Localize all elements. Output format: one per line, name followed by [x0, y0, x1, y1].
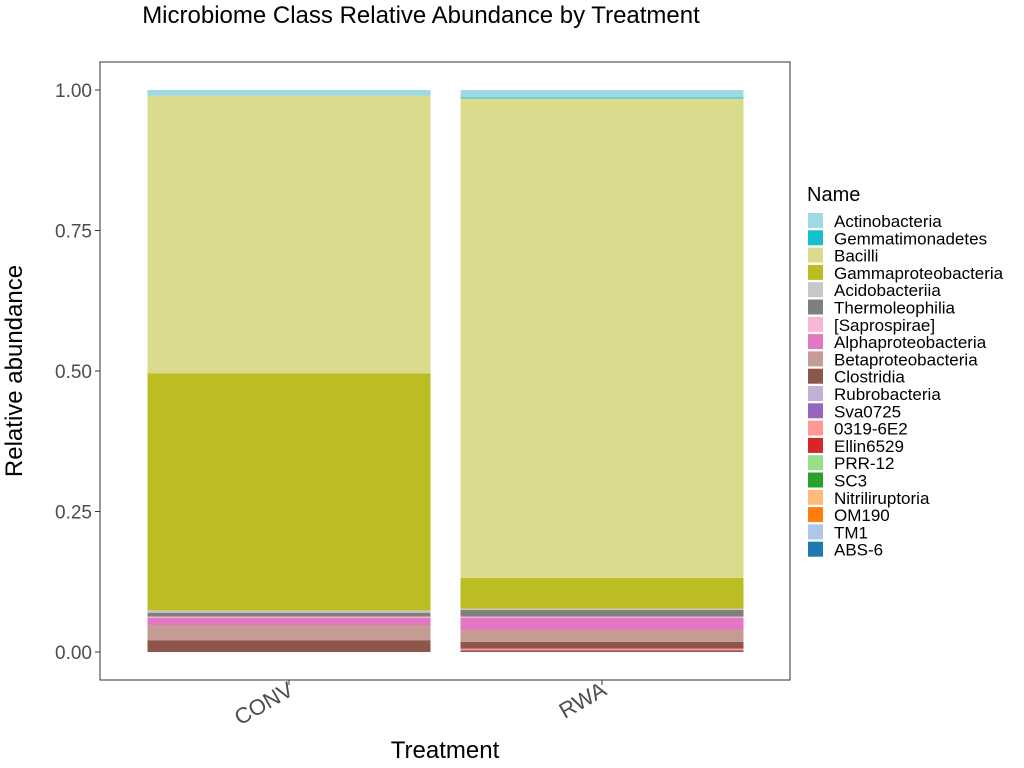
legend-label: Bacilli — [834, 247, 878, 266]
legend-label: Betaproteobacteria — [834, 350, 978, 369]
bar-segment-conv-acidobacteriia — [147, 610, 431, 613]
legend-title: Name — [807, 184, 860, 206]
bar-segment-rwa-gemmatimonadetes — [460, 97, 744, 99]
bar-segment-conv-clostridia — [147, 640, 431, 652]
y-axis-label: Relative abundance — [1, 265, 28, 477]
legend-swatch — [808, 524, 823, 540]
legend-label: Acidobacteriia — [834, 281, 941, 300]
bars-layer — [147, 90, 744, 652]
legend-label: PRR-12 — [834, 454, 894, 473]
legend-label: Alphaproteobacteria — [834, 333, 987, 352]
y-tick-label: 1.00 — [55, 81, 92, 102]
legend-label: Thermoleophilia — [834, 299, 955, 318]
bar-segment-conv-thermoleophilia — [147, 612, 431, 617]
legend-swatch — [808, 282, 823, 298]
y-tick-label: 0.75 — [55, 222, 92, 243]
legend-label: Rubrobacteria — [834, 385, 941, 404]
y-tick-label: 0.00 — [55, 643, 92, 664]
bar-segment-rwa-alphaproteobacteria — [460, 617, 744, 631]
legend-label: 0319-6E2 — [834, 420, 908, 439]
legend-label: [Saprospirae] — [834, 316, 935, 335]
bar-segment-rwa-clostridia — [460, 641, 744, 649]
legend-label: Ellin6529 — [834, 437, 904, 456]
legend-swatch — [808, 264, 823, 280]
legend-swatch — [808, 541, 823, 557]
legend-swatch — [808, 489, 823, 505]
legend-swatch — [808, 455, 823, 471]
legend-label: Clostridia — [834, 368, 905, 387]
legend-swatch — [808, 247, 823, 263]
legend-label: Sva0725 — [834, 402, 901, 421]
legend-swatch — [808, 403, 823, 419]
y-tick-label: 0.50 — [55, 362, 92, 383]
legend-swatch — [808, 368, 823, 384]
bar-segment-conv-alphaproteobacteria — [147, 617, 431, 626]
bar-segment-rwa-gammaproteobacteria — [460, 577, 744, 609]
legend-label: Gemmatimonadetes — [834, 229, 987, 248]
bar-segment-rwa-saprospirae — [460, 616, 744, 618]
y-tick-label: 0.25 — [55, 503, 92, 524]
y-axis: 0.00 0.25 0.50 0.75 1.00 — [55, 81, 100, 664]
x-axis: CONV RWA — [230, 677, 611, 731]
bar-segment-conv-gammaproteobacteria — [147, 373, 431, 611]
legend-swatch — [808, 299, 823, 315]
bar-segment-rwa-actinobacteria — [460, 90, 744, 98]
bar-segment-conv-saprospirae — [147, 616, 431, 618]
legend-label: Actinobacteria — [834, 212, 942, 231]
legend-swatch — [808, 472, 823, 488]
legend-label: SC3 — [834, 472, 867, 491]
legend-swatch — [808, 316, 823, 332]
bar-segment-rwa-abs-6 — [460, 651, 744, 652]
legend-swatch — [808, 420, 823, 436]
legend-swatch — [808, 334, 823, 350]
bar-segment-rwa-acidobacteriia — [460, 608, 744, 610]
legend-label: OM190 — [834, 506, 890, 525]
legend: Name ActinobacteriaGemmatimonadetesBacil… — [807, 184, 1004, 560]
bar-segment-rwa-bacilli — [460, 98, 744, 578]
legend-swatch — [808, 230, 823, 246]
bar-segment-conv-betaproteobacteria — [147, 625, 431, 641]
legend-label: Gammaproteobacteria — [834, 264, 1004, 283]
legend-swatch — [808, 386, 823, 401]
legend-swatch — [808, 213, 823, 228]
bar-segment-conv-actinobacteria — [147, 90, 431, 96]
x-tick-label: CONV — [230, 677, 298, 731]
bar-segment-rwa-ellin6529 — [460, 650, 744, 652]
legend-swatch — [808, 437, 823, 453]
bar-segment-rwa-0319-6e2 — [460, 648, 744, 651]
legend-label: ABS-6 — [834, 541, 883, 560]
x-axis-label: Treatment — [391, 737, 500, 764]
legend-swatch — [808, 351, 823, 367]
bar-segment-conv-bacilli — [147, 95, 431, 374]
legend-swatch — [808, 507, 823, 523]
bar-segment-rwa-thermoleophilia — [460, 609, 744, 617]
bar-segment-rwa-betaproteobacteria — [460, 630, 744, 642]
legend-label: Nitriliruptoria — [834, 489, 930, 508]
chart-title: Microbiome Class Relative Abundance by T… — [142, 2, 700, 29]
legend-label: TM1 — [834, 523, 868, 542]
